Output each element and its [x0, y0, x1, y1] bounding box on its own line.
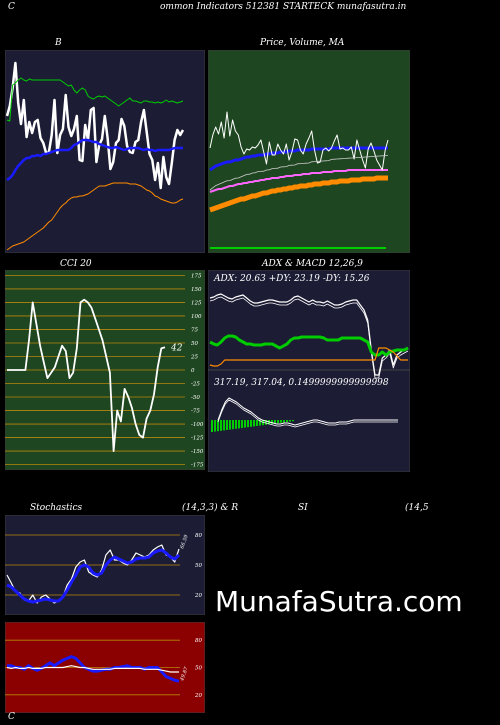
macd-series-0: [217, 397, 398, 426]
macd-histogram-bar: [253, 420, 255, 427]
rsi-chart: 80 50 20 49.87: [5, 622, 205, 713]
rsi-tick-label: 20: [194, 693, 202, 699]
macd-histogram-bar: [223, 420, 225, 431]
page-title-prefix: C: [8, 2, 15, 12]
macd-histogram-bar: [259, 420, 261, 426]
cci-tick-label: 0: [191, 368, 195, 374]
bottom-left-label: C: [8, 712, 15, 722]
macd-histogram-bar: [283, 420, 285, 423]
stochastics-params: (14,3,3) & R: [182, 503, 239, 513]
rsi-tick-label: 80: [195, 638, 202, 644]
adx-series-1: [209, 334, 409, 357]
cci-tick-label: -125: [191, 436, 204, 442]
stochastics-tick-label: 50: [195, 563, 202, 569]
cci-axis: 175 150 125 100 75 50 25 0 -25 -50 -75 -100 -125 -150…: [190, 273, 204, 468]
rsi-series-1: [6, 665, 179, 673]
macd-histogram-bar: [289, 420, 291, 422]
price-ma-chart: [208, 50, 410, 253]
price-ma-title: Price, Volume, MA: [260, 38, 345, 48]
cci-tick-label: 150: [191, 287, 202, 293]
macd-histogram-bar: [250, 420, 252, 427]
macd-histogram-bar: [232, 420, 234, 430]
bollinger-chart: [5, 50, 205, 253]
price-ma-series-0: [209, 146, 388, 172]
page-title: ommon Indicators 512381 STARTECK munafas…: [160, 2, 407, 12]
macd-histogram-bar: [292, 420, 294, 422]
price-ma-panel: [208, 50, 410, 253]
price-ma-orange-series-0: [209, 175, 388, 213]
cci-line: [7, 298, 166, 453]
macd-series-0-twin: [217, 399, 398, 428]
price-ma-pink-series-0: [209, 169, 388, 193]
cci-tick-label: 25: [190, 354, 198, 360]
stochastics-value-label: 66.59: [179, 533, 190, 549]
macd-histogram-bar: [274, 420, 276, 424]
cci-panel: 175 150 125 100 75 50 25 0 -25 -50 -75 -100 -125 -150…: [5, 270, 205, 470]
stochastics-tick-label: 80: [195, 533, 202, 539]
bollinger-title: B: [55, 38, 62, 48]
rsi-value-label: 49.87: [179, 666, 190, 683]
macd-histogram-bar: [244, 420, 246, 428]
macd-histogram-bar: [256, 420, 258, 426]
rsi-title: SI: [298, 503, 308, 513]
panel-background: [5, 50, 205, 253]
macd-histogram-bar: [226, 420, 228, 430]
cci-tick-label: 125: [191, 300, 202, 306]
cci-tick-label: -75: [191, 409, 200, 415]
bollinger-panel: [5, 50, 205, 253]
bollinger-series-2: [6, 138, 183, 182]
macd-histogram-bar: [277, 420, 279, 424]
cci-tick-label: -150: [191, 449, 204, 455]
macd-histogram-bar: [217, 420, 219, 432]
panel-background: [208, 270, 410, 472]
rsi-tick-label: 50: [195, 666, 202, 672]
cci-tick-label: 75: [191, 327, 198, 333]
cci-tick-label: -25: [191, 382, 200, 388]
macd-histogram-bar: [265, 420, 267, 425]
watermark: MunafaSutra.com: [215, 585, 463, 618]
rsi-panel: 80 50 20 49.87: [5, 622, 205, 713]
macd-histogram-bar: [214, 420, 216, 432]
adx-macd-panel: [208, 270, 410, 472]
cci-tick-label: -175: [191, 463, 204, 469]
macd-histogram-bar: [235, 420, 237, 429]
panel-background: [208, 50, 410, 253]
adx-macd-title: ADX & MACD 12,26,9: [262, 259, 363, 269]
adx-series-0-twin: [209, 296, 409, 379]
macd-histogram-bar: [220, 420, 222, 431]
cci-tick-label: -100: [191, 422, 204, 428]
cci-tick-label: -50: [191, 395, 200, 401]
macd-histogram-bar: [247, 420, 249, 428]
cci-tick-label: 175: [191, 273, 202, 279]
macd-histogram-bar: [211, 420, 213, 432]
cci-tick-label: 50: [191, 341, 198, 347]
stochastics-chart: 80 50 20 66.59: [5, 515, 205, 615]
macd-histogram-bar: [241, 420, 243, 428]
macd-readout: 317.19, 317.04, 0.1499999999999998: [214, 378, 389, 388]
macd-histogram-bar: [286, 420, 288, 422]
bollinger-series-3: [6, 182, 184, 251]
bollinger-series-1: [6, 77, 184, 122]
cci-tick-label: 100: [191, 314, 202, 320]
adx-macd-chart: [208, 270, 410, 472]
bollinger-series-0: [5, 61, 185, 190]
stochastics-panel: 80 50 20 66.59: [5, 515, 205, 615]
cci-chart: 175 150 125 100 75 50 25 0 -25 -50 -75 -100 -125 -150…: [5, 270, 205, 470]
macd-histogram-bar: [229, 420, 231, 430]
stochastics-tick-label: 20: [194, 593, 202, 599]
cci-title: CCI 20: [60, 259, 92, 269]
rsi-series-0: [7, 655, 180, 683]
cci-value-label: 42: [170, 343, 183, 353]
stochastics-series-1: [6, 548, 181, 604]
adx-series-2: [209, 347, 408, 367]
macd-histogram-bar: [271, 420, 273, 424]
adx-series-0: [209, 293, 409, 376]
macd-histogram-bar: [280, 420, 282, 423]
price-ma-price-series-0: [209, 111, 389, 171]
stochastics-title: Stochastics: [30, 503, 83, 513]
macd-histogram-bar: [238, 420, 240, 429]
rsi-params: (14,5: [405, 503, 429, 513]
price-ma-grey-line: [209, 155, 389, 191]
adx-readout: ADX: 20.63 +DY: 23.19 -DY: 15.26: [214, 274, 370, 284]
